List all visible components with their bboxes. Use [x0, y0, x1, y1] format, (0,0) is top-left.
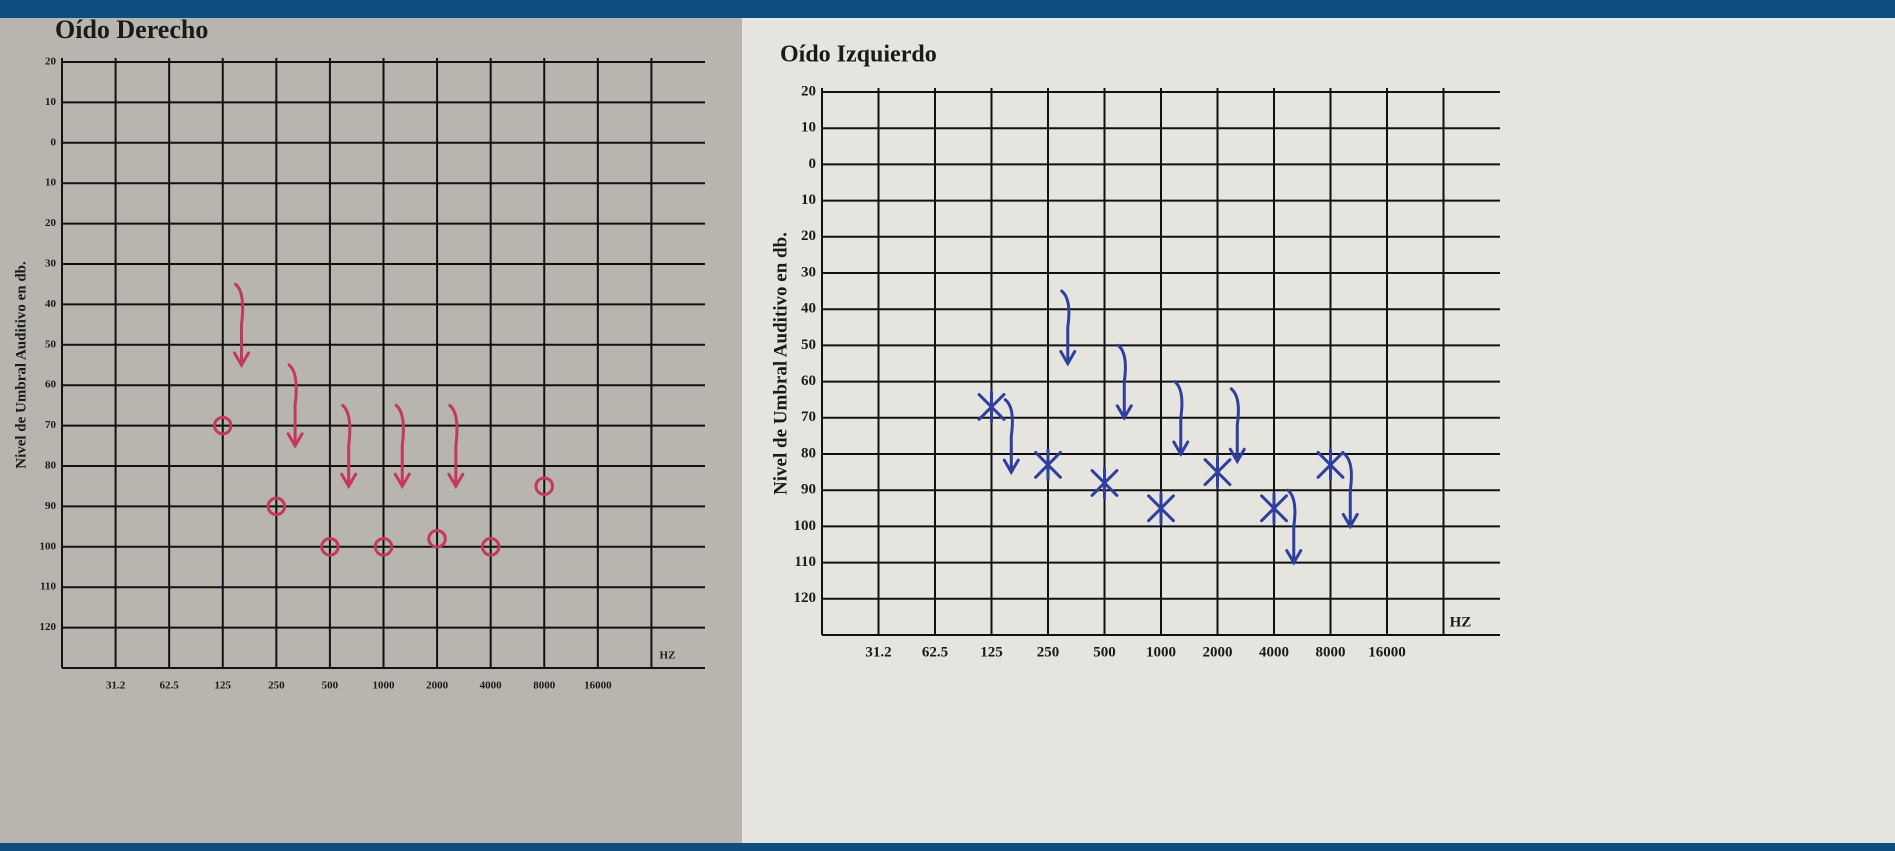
no-response-arrow	[1115, 343, 1133, 421]
y-tick-label: 60	[801, 373, 816, 389]
air-conduction-mark	[212, 415, 233, 436]
x-tick-label: 500	[322, 680, 339, 692]
y-tick-label: 60	[45, 379, 57, 391]
chart-title: Oído Izquierdo	[780, 42, 937, 68]
air-conduction-mark	[373, 537, 394, 557]
no-response-arrow	[447, 403, 465, 490]
x-tick-label: 125	[980, 644, 1003, 660]
y-tick-label: 120	[40, 621, 57, 633]
y-tick-label: 30	[801, 264, 816, 280]
y-axis-label: Nivel de Umbral Auditivo en db.	[770, 232, 791, 495]
x-tick-label: 31.2	[865, 644, 891, 660]
x-tick-label: 250	[268, 680, 285, 692]
y-tick-label: 40	[45, 298, 57, 310]
x-tick-label: 8000	[1316, 644, 1346, 660]
y-tick-label: 40	[801, 301, 816, 317]
no-response-arrow	[1172, 380, 1190, 457]
no-response-arrow	[1228, 387, 1246, 465]
x-tick-label: 62.5	[922, 644, 948, 660]
y-tick-label: 80	[801, 445, 816, 461]
x-tick-label: 62.5	[160, 680, 180, 692]
y-tick-label: 110	[40, 581, 56, 593]
y-axis-label: Nivel de Umbral Auditivo en db.	[13, 261, 29, 469]
y-tick-label: 0	[809, 156, 817, 172]
y-tick-label: 10	[45, 177, 57, 189]
x-tick-label: 1000	[1146, 644, 1176, 660]
no-response-arrow	[1341, 452, 1359, 530]
air-conduction-mark	[480, 537, 501, 557]
air-conduction-mark	[1147, 491, 1175, 525]
y-tick-label: 20	[45, 56, 57, 68]
air-conduction-mark	[1316, 448, 1345, 482]
y-tick-label: 20	[801, 83, 816, 99]
y-tick-label: 90	[45, 500, 57, 512]
air-conduction-mark	[1260, 491, 1288, 525]
y-tick-label: 70	[45, 419, 57, 431]
x-tick-label: 31.2	[106, 680, 126, 692]
y-tick-label: 50	[45, 338, 57, 350]
y-tick-label: 100	[40, 540, 57, 552]
y-tick-label: 50	[801, 337, 816, 353]
x-tick-label: 125	[215, 680, 232, 692]
y-tick-label: 110	[794, 554, 816, 570]
y-tick-label: 0	[51, 136, 57, 148]
no-response-arrow	[1285, 488, 1303, 566]
no-response-arrow	[1059, 289, 1077, 367]
air-conduction-mark	[534, 476, 555, 496]
no-response-arrow	[393, 403, 411, 490]
air-conduction-mark	[977, 390, 1006, 424]
x-tick-label: 500	[1093, 644, 1116, 660]
x-axis-label: HZ	[660, 650, 676, 662]
x-tick-label: 16000	[1368, 644, 1406, 660]
no-response-arrow	[233, 282, 251, 368]
x-tick-label: 16000	[584, 680, 612, 692]
y-tick-label: 10	[801, 192, 816, 208]
y-tick-label: 10	[801, 120, 816, 136]
air-conduction-mark	[427, 528, 447, 549]
no-response-arrow	[286, 363, 304, 449]
x-axis-label: HZ	[1450, 614, 1472, 630]
air-conduction-mark	[1203, 455, 1232, 489]
x-tick-label: 8000	[533, 680, 556, 692]
air-conduction-mark	[320, 537, 340, 557]
x-tick-label: 1000	[373, 680, 396, 692]
x-tick-label: 250	[1037, 644, 1060, 660]
y-tick-label: 20	[801, 228, 816, 244]
right-paper	[742, 18, 1895, 843]
x-tick-label: 2000	[1203, 644, 1233, 660]
air-conduction-mark	[1090, 466, 1119, 500]
no-response-arrow	[1002, 398, 1020, 476]
x-tick-label: 4000	[480, 680, 503, 692]
y-tick-label: 120	[794, 590, 817, 606]
air-conduction-mark	[266, 496, 287, 517]
y-tick-label: 20	[45, 217, 57, 229]
y-tick-label: 70	[801, 409, 816, 425]
air-conduction-mark	[1034, 448, 1062, 482]
y-tick-label: 100	[794, 518, 817, 534]
chart-title: Oído Derecho	[55, 15, 208, 44]
x-tick-label: 4000	[1259, 644, 1289, 660]
y-tick-label: 10	[45, 96, 57, 108]
y-tick-label: 80	[45, 460, 57, 472]
left-paper	[0, 18, 742, 843]
y-tick-label: 90	[801, 482, 816, 498]
y-tick-label: 30	[45, 258, 57, 270]
x-tick-label: 2000	[426, 680, 449, 692]
no-response-arrow	[340, 403, 358, 490]
